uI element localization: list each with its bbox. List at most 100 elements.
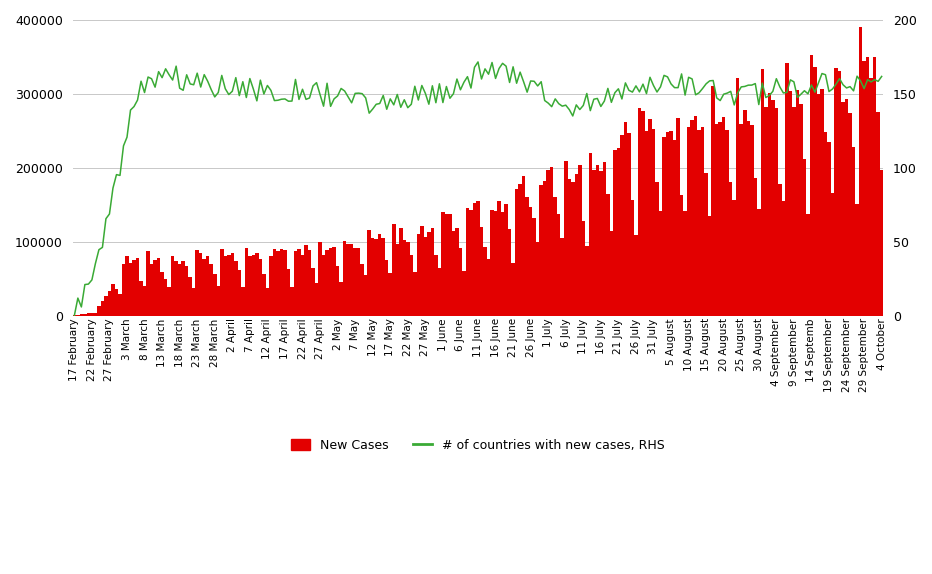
Bar (508, 229, 512, 316)
Bar (132, 261, 136, 316)
Bar (500, 212, 504, 316)
Bar (739, 124, 743, 316)
Bar (603, 162, 606, 316)
Bar (574, 174, 578, 316)
Bar (210, 263, 213, 316)
Bar (83, 314, 87, 316)
Bar (522, 176, 526, 316)
Bar (782, 201, 785, 316)
Bar (856, 204, 858, 316)
Bar (810, 55, 814, 316)
Bar (125, 256, 129, 316)
Bar (806, 214, 810, 316)
Bar (543, 181, 546, 316)
Bar (216, 286, 220, 316)
Bar (778, 184, 782, 316)
Bar (679, 195, 683, 316)
Bar (434, 255, 438, 316)
Bar (417, 234, 420, 316)
Bar (733, 200, 736, 316)
Bar (238, 270, 241, 316)
Bar (528, 207, 532, 316)
Bar (592, 170, 596, 316)
Bar (796, 90, 799, 316)
Bar (691, 120, 693, 316)
Bar (378, 234, 381, 316)
Bar (873, 57, 876, 316)
Bar (490, 210, 494, 316)
Bar (844, 99, 848, 316)
Bar (473, 203, 476, 316)
Bar (206, 256, 210, 316)
Bar (395, 245, 399, 316)
Bar (182, 261, 185, 316)
Bar (613, 150, 617, 316)
Bar (375, 239, 378, 316)
Bar (858, 27, 862, 316)
Bar (392, 223, 395, 316)
Bar (568, 179, 571, 316)
Bar (641, 111, 645, 316)
Bar (150, 264, 154, 316)
Bar (371, 238, 375, 316)
Bar (828, 142, 830, 316)
Bar (518, 184, 522, 316)
Bar (248, 256, 252, 316)
Bar (97, 306, 101, 316)
Bar (504, 204, 508, 316)
Bar (697, 130, 701, 316)
Bar (262, 274, 266, 316)
Bar (168, 287, 171, 316)
Bar (252, 255, 255, 316)
Bar (870, 78, 873, 316)
Bar (764, 107, 768, 316)
Bar (381, 238, 385, 316)
Bar (115, 289, 118, 316)
Bar (673, 141, 677, 316)
Bar (157, 258, 160, 316)
Bar (824, 132, 828, 316)
Bar (171, 257, 174, 316)
Bar (276, 251, 280, 316)
Bar (880, 170, 884, 316)
Bar (325, 250, 329, 316)
Bar (736, 77, 739, 316)
Bar (350, 245, 353, 316)
Bar (557, 214, 560, 316)
Bar (431, 228, 434, 316)
Bar (536, 242, 540, 316)
Bar (554, 197, 557, 316)
Bar (631, 200, 634, 316)
Bar (339, 282, 343, 316)
Bar (118, 294, 122, 316)
Bar (620, 135, 624, 316)
Bar (448, 214, 452, 316)
Bar (230, 253, 234, 316)
Bar (719, 122, 722, 316)
Bar (469, 210, 473, 316)
Bar (785, 64, 788, 316)
Bar (546, 170, 550, 316)
Bar (705, 173, 708, 316)
Bar (199, 253, 202, 316)
Bar (711, 86, 715, 316)
Bar (403, 241, 406, 316)
Bar (683, 211, 687, 316)
Bar (220, 250, 224, 316)
Bar (258, 259, 262, 316)
Bar (129, 262, 132, 316)
Bar (122, 265, 125, 316)
Bar (143, 286, 146, 316)
Bar (838, 71, 842, 316)
Bar (701, 127, 705, 316)
Bar (101, 301, 104, 316)
Bar (512, 263, 514, 316)
Bar (754, 178, 757, 316)
Bar (589, 153, 592, 316)
Bar (834, 68, 838, 316)
Bar (677, 118, 679, 316)
Bar (357, 248, 361, 316)
Bar (665, 133, 669, 316)
Bar (651, 129, 655, 316)
Bar (269, 256, 273, 316)
